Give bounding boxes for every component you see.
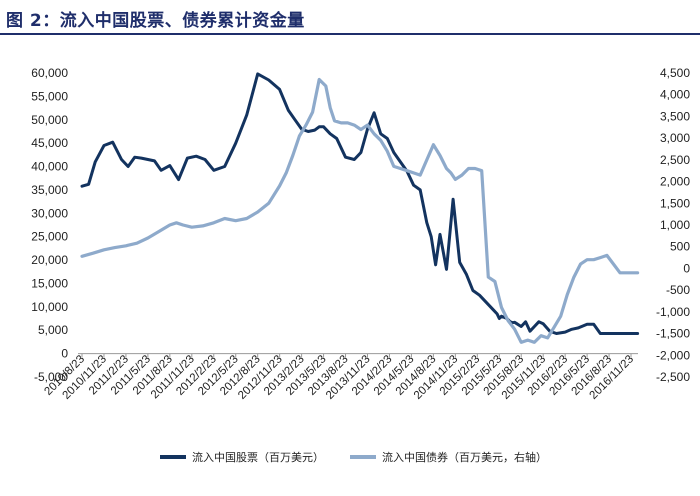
left-tick-label: 25,000 [31, 230, 68, 244]
right-tick-label: 3,000 [660, 131, 690, 145]
left-tick-label: 0 [61, 347, 68, 361]
right-tick-label: 0 [683, 261, 690, 275]
x-axis-ticks: 2010/8/232010/11/232011/2/232011/5/23201… [42, 353, 636, 402]
left-tick-label: 40,000 [31, 160, 68, 174]
legend: 流入中国股票（百万美元） 流入中国债券（百万美元，右轴） [160, 450, 547, 464]
title-underline [0, 33, 700, 35]
right-axis-ticks: -2,500 -2,000 -1,500 -1,000 -500 0 500 1,000 1,5… [656, 66, 690, 384]
right-tick-label: -1,500 [656, 327, 690, 341]
left-tick-label: 50,000 [31, 113, 68, 127]
series-layer [80, 72, 640, 344]
left-tick-label: 20,000 [31, 253, 68, 267]
chart-title: 图 2：流入中国股票、债券累计资金量 [6, 11, 305, 31]
right-tick-label: 2,000 [660, 175, 690, 189]
series-line-bond [80, 77, 640, 344]
right-tick-label: 4,000 [660, 88, 690, 102]
left-tick-label: 55,000 [31, 89, 68, 103]
left-tick-label: 35,000 [31, 183, 68, 197]
legend-label: 流入中国股票（百万美元） [192, 450, 324, 464]
left-tick-label: 60,000 [31, 66, 68, 80]
left-axis-ticks: -5,000 0 5,000 10,000 15,000 20,000 25,000 30,0… [31, 66, 68, 384]
right-tick-label: 4,500 [660, 66, 690, 80]
right-tick-label: -1,000 [656, 305, 690, 319]
series-line-equity [80, 72, 640, 335]
right-tick-label: -500 [666, 283, 690, 297]
right-tick-label: 2,500 [660, 153, 690, 167]
left-tick-label: 5,000 [38, 323, 68, 337]
left-tick-label: -5,000 [34, 370, 68, 384]
left-tick-label: 10,000 [31, 300, 68, 314]
right-tick-label: -2,500 [656, 370, 690, 384]
right-tick-label: 3,500 [660, 109, 690, 123]
legend-label: 流入中国债券（百万美元，右轴） [382, 450, 547, 464]
right-tick-label: 1,500 [660, 196, 690, 210]
right-tick-label: -2,000 [656, 348, 690, 362]
right-tick-label: 500 [670, 240, 690, 254]
left-tick-label: 15,000 [31, 276, 68, 290]
left-tick-label: 30,000 [31, 206, 68, 220]
left-tick-label: 45,000 [31, 136, 68, 150]
right-tick-label: 1,000 [660, 218, 690, 232]
